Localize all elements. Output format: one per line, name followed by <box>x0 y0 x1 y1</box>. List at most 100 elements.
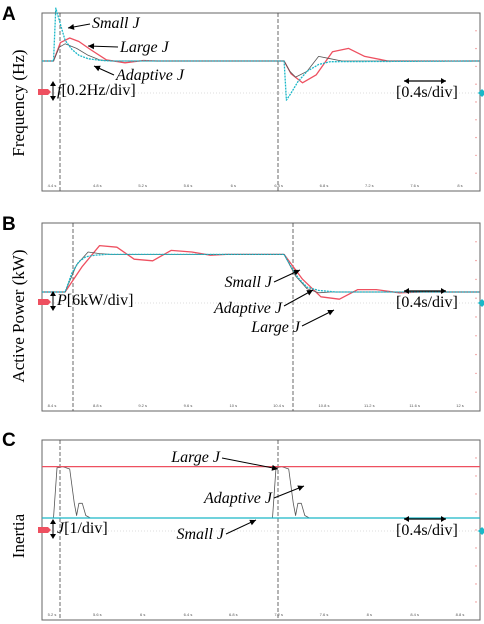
plot-frame <box>41 439 481 621</box>
grid-dot <box>475 154 477 157</box>
panel-b: B 8.4 s 8.8 s 9.2 s 9.6 s 10 s 10.4 s 10.8 s 11.… <box>2 214 484 412</box>
grid-dot <box>475 565 477 567</box>
annotation-large-j: Large J <box>170 449 221 466</box>
y-scale-label: f[0.2Hz/div] <box>57 82 136 99</box>
annotation-adaptive-j: Adaptive J <box>213 300 283 317</box>
annotation-arrowhead <box>68 23 75 30</box>
x-tick-label: 11.6 s <box>409 403 420 408</box>
annotation-arrowhead <box>271 464 278 471</box>
y-axis-label: Inertia <box>9 513 28 558</box>
y-scale-symbol: f <box>57 82 64 99</box>
series-small-j <box>42 253 480 293</box>
grid-dot <box>475 30 477 32</box>
panel-letter: B <box>2 214 16 235</box>
time-scale-label: [0.4s/div] <box>396 294 458 311</box>
annotation-arrowhead <box>88 43 95 50</box>
x-tick-label: 8.8 s <box>93 403 102 408</box>
annotation-arrowhead <box>297 485 304 492</box>
scale-arrow-head-down <box>50 306 56 311</box>
annotation-arrowhead <box>306 290 313 296</box>
level-marker-left <box>38 89 51 95</box>
y-scale-unit: [1/div] <box>64 520 108 537</box>
panel-letter: A <box>2 4 16 25</box>
x-tick-label: 4.8 s <box>93 183 102 188</box>
grid-dot <box>475 457 477 459</box>
grid-dot <box>475 511 477 513</box>
time-arrow-head-right <box>441 516 446 522</box>
grid-dot <box>475 583 477 585</box>
scale-arrow-head-down <box>50 534 56 539</box>
grid-dot <box>475 316 477 318</box>
time-arrow-head-right <box>441 288 446 294</box>
grid-dot <box>475 335 477 337</box>
x-tick-label: 10.4 s <box>273 403 284 408</box>
x-tick-label: 7.6 s <box>320 612 329 617</box>
grid-dot <box>475 47 477 50</box>
grid-dot <box>475 475 477 477</box>
y-axis-label: Frequency (Hz) <box>9 49 28 156</box>
x-tick-label: 6.8 s <box>229 612 238 617</box>
x-tick-label: 7.2 s <box>365 183 374 188</box>
grid-dot <box>475 119 477 121</box>
time-arrow-head-left <box>404 516 409 522</box>
y-scale-symbol: P <box>56 292 67 309</box>
annotation-arrowhead <box>249 519 256 526</box>
level-marker-right <box>478 89 484 97</box>
grid-dot <box>475 278 477 281</box>
panel-a: A 4.4 s 4.8 s 5.2 s 5.6 s 6 s 6.4 s 6.8 s 7.2 s 7… <box>2 4 484 192</box>
annotation-arrowhead <box>327 310 334 316</box>
y-scale-label: J[1/div] <box>57 520 108 537</box>
x-tick-label: 7.6 s <box>410 183 419 188</box>
y-axis-label: Active Power (kW) <box>9 249 28 382</box>
panel-c: C 5.2 s 5.6 s 6 s 6.4 s 6.8 s 7.2 s 7.6 s 8 s 8.4… <box>2 430 484 621</box>
plot-frame <box>41 12 481 192</box>
grid-dot <box>475 297 477 299</box>
scale-arrow-head-up <box>50 519 56 524</box>
annotation-adaptive-j: Adaptive J <box>115 67 185 84</box>
x-tick-label: 10.8 s <box>319 403 330 408</box>
grid-dot <box>475 601 477 603</box>
x-tick-label: 6.4 s <box>274 183 283 188</box>
annotation-adaptive-j: Adaptive J <box>203 490 273 507</box>
annotation-arrowhead <box>94 65 101 72</box>
time-scale-label: [0.4s/div] <box>396 522 458 539</box>
x-tick-label: 6 s <box>140 612 145 617</box>
x-tick-label: 10 s <box>230 403 238 408</box>
x-tick-label: 6 s <box>231 183 236 188</box>
plot-frame <box>41 222 481 412</box>
annotation-pointer <box>221 457 279 470</box>
x-tick-label: 9.2 s <box>138 403 147 408</box>
grid-dot <box>475 83 477 85</box>
x-tick-label: 6.4 s <box>184 612 193 617</box>
level-marker-right <box>478 527 484 535</box>
x-tick-label: 8.8 s <box>456 612 465 617</box>
annotation-large-j: Large J <box>119 39 170 56</box>
annotation-small-j: Small J <box>176 526 224 543</box>
x-tick-label: 4.4 s <box>48 183 57 188</box>
grid-dot <box>475 172 477 174</box>
scale-arrow-head-up <box>50 81 56 86</box>
x-tick-label: 8.4 s <box>410 612 419 617</box>
x-tick-label: 6.8 s <box>320 183 329 188</box>
y-scale-unit: [0.2Hz/div] <box>61 82 135 99</box>
time-arrow-head-left <box>404 288 409 294</box>
scale-arrow-head-down <box>50 96 56 101</box>
x-tick-label: 9.6 s <box>184 403 193 408</box>
x-tick-label: 5.6 s <box>93 612 102 617</box>
annotation-small-j: Small J <box>92 15 140 32</box>
grid-dot <box>475 547 477 549</box>
x-tick-label: 7.2 s <box>274 612 283 617</box>
panel-letter: C <box>2 430 16 451</box>
y-scale-label: P[6kW/div] <box>56 292 133 309</box>
y-scale-symbol: J <box>57 520 65 537</box>
x-tick-label: 5.6 s <box>184 183 193 188</box>
x-tick-label: 8 s <box>367 612 372 617</box>
x-tick-label: 5.2 s <box>48 612 57 617</box>
x-tick-label: 11.2 s <box>364 403 375 408</box>
series-large-j <box>42 244 480 300</box>
grid-dot <box>475 529 477 531</box>
grid-dot <box>475 391 477 393</box>
time-arrow-head-right <box>441 78 446 84</box>
annotation-arrowhead <box>293 269 300 276</box>
